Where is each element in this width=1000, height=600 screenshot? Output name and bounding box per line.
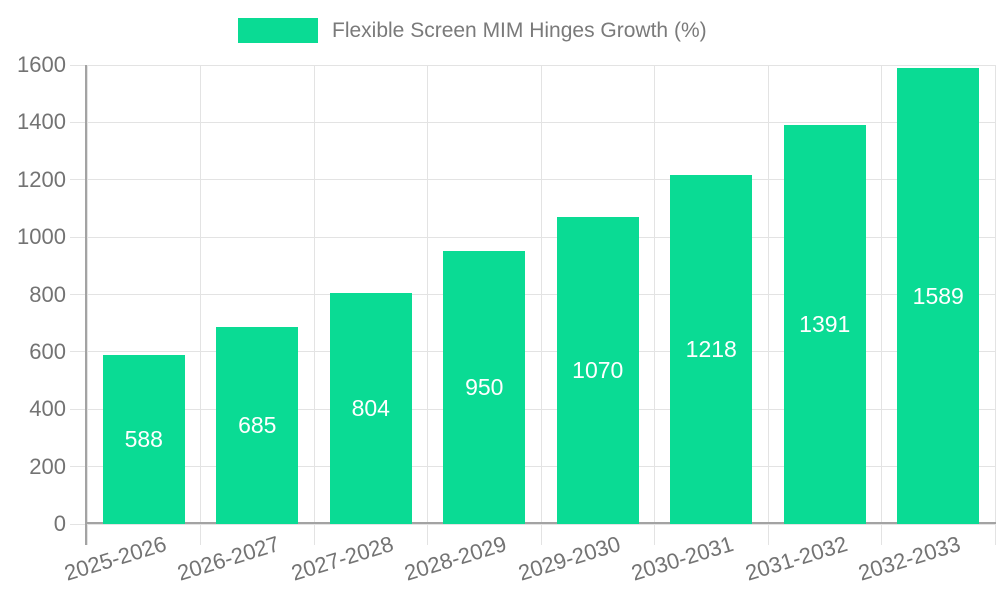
x-gridline	[86, 65, 88, 545]
y-gridline	[70, 121, 995, 123]
x-gridline	[427, 65, 428, 545]
bar-value-label: 588	[124, 426, 163, 453]
bar[interactable]: 1218	[670, 174, 753, 524]
bar-value-label: 1391	[799, 310, 851, 337]
x-gridline	[881, 65, 882, 545]
y-axis-tick-label: 200	[29, 453, 66, 479]
y-axis-tick-label: 1000	[17, 224, 66, 250]
bar[interactable]: 950	[443, 251, 526, 524]
bar[interactable]: 804	[329, 293, 412, 524]
x-gridline	[200, 65, 201, 545]
legend-swatch	[238, 18, 318, 43]
y-gridline	[70, 179, 995, 181]
y-gridline	[70, 64, 995, 66]
legend[interactable]: Flexible Screen MIM Hinges Growth (%)	[238, 18, 707, 43]
y-axis-tick-label: 1200	[17, 166, 66, 192]
x-gridline	[313, 65, 315, 545]
bar-value-label: 1589	[912, 282, 964, 309]
y-axis-tick-label: 800	[29, 281, 66, 307]
bar[interactable]: 1391	[783, 124, 866, 524]
y-axis-tick-label: 1400	[17, 109, 66, 135]
bar[interactable]: 1070	[556, 217, 639, 524]
x-gridline	[767, 65, 769, 545]
x-gridline	[540, 65, 542, 545]
y-gridline	[70, 408, 995, 410]
y-gridline	[70, 294, 995, 295]
y-gridline	[70, 351, 995, 353]
y-axis-tick-label: 1600	[17, 52, 66, 77]
bar-value-label: 950	[465, 374, 504, 401]
bar-value-label: 685	[238, 412, 277, 439]
y-axis-line	[85, 65, 87, 545]
bar-value-label: 804	[351, 395, 390, 422]
bar[interactable]: 1589	[897, 68, 980, 524]
y-axis-tick-label: 600	[29, 338, 66, 364]
x-gridline	[994, 65, 996, 545]
y-gridline	[70, 236, 995, 238]
y-axis-tick-label: 0	[53, 511, 66, 536]
bar[interactable]: 588	[102, 355, 185, 524]
bar[interactable]: 685	[216, 327, 299, 524]
x-axis-line	[85, 522, 996, 524]
y-gridline	[70, 523, 995, 525]
legend-label: Flexible Screen MIM Hinges Growth (%)	[332, 18, 707, 42]
bar-value-label: 1218	[685, 335, 737, 362]
x-gridline	[654, 65, 655, 545]
y-gridline	[70, 466, 995, 468]
bar-value-label: 1070	[572, 357, 624, 383]
y-axis-tick-label: 400	[29, 396, 66, 422]
